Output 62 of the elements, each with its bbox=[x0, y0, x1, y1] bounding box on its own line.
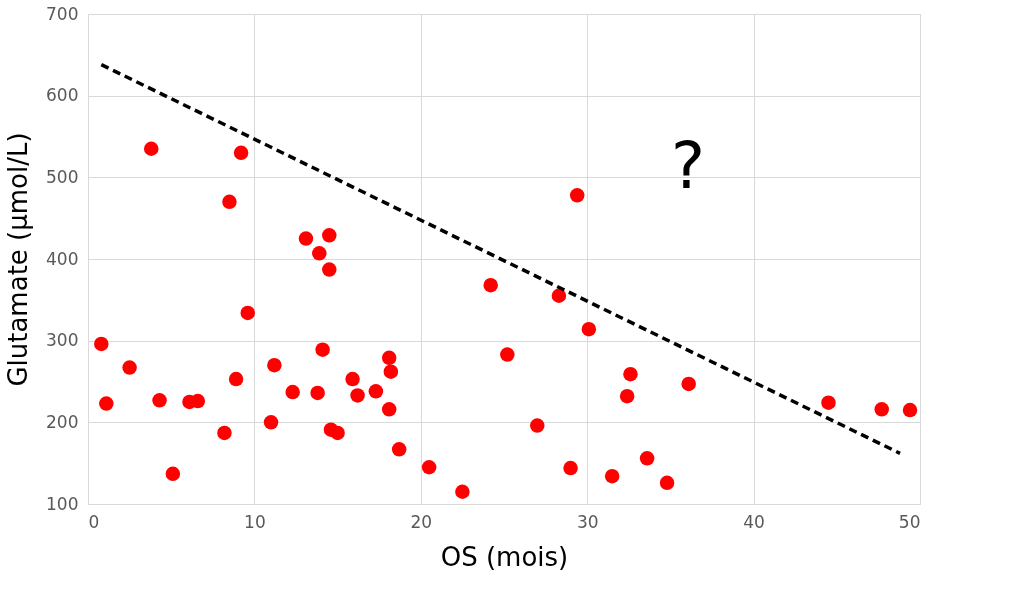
point bbox=[240, 305, 255, 321]
point bbox=[165, 466, 181, 482]
y-tick-label: 300 bbox=[46, 330, 79, 351]
point bbox=[228, 371, 244, 387]
point bbox=[639, 451, 655, 466]
y-axis-title: Glutamate (µmol/L) bbox=[3, 132, 34, 387]
point bbox=[581, 322, 597, 337]
point bbox=[619, 388, 635, 404]
point bbox=[551, 288, 567, 303]
point bbox=[659, 475, 675, 490]
annotation: ? bbox=[671, 129, 705, 203]
point bbox=[322, 228, 337, 243]
point bbox=[350, 388, 365, 403]
point bbox=[383, 364, 399, 379]
point bbox=[122, 360, 137, 375]
point bbox=[298, 231, 314, 246]
point bbox=[623, 366, 638, 382]
point bbox=[99, 396, 114, 411]
point bbox=[455, 484, 470, 499]
point bbox=[267, 357, 282, 373]
point bbox=[152, 393, 167, 408]
point bbox=[874, 402, 889, 417]
x-tick-label: 20 bbox=[410, 511, 433, 532]
point bbox=[902, 402, 918, 418]
point bbox=[285, 384, 300, 400]
y-tick-label: 700 bbox=[46, 3, 79, 24]
point bbox=[500, 347, 515, 362]
point bbox=[421, 460, 437, 475]
point bbox=[381, 402, 397, 417]
point bbox=[569, 188, 585, 203]
x-tick-label: 0 bbox=[88, 511, 100, 532]
point bbox=[381, 350, 397, 366]
x-tick-label: 30 bbox=[576, 511, 599, 532]
point bbox=[322, 262, 337, 277]
y-tick-label: 100 bbox=[46, 493, 79, 514]
point bbox=[222, 194, 237, 210]
y-tick-label: 600 bbox=[46, 85, 79, 106]
x-tick-label: 10 bbox=[244, 511, 266, 532]
point bbox=[330, 425, 345, 441]
point bbox=[483, 277, 498, 293]
point bbox=[368, 384, 384, 399]
point bbox=[604, 469, 620, 484]
point bbox=[310, 385, 325, 401]
point bbox=[681, 376, 696, 392]
point bbox=[233, 145, 249, 161]
x-tick-label: 50 bbox=[898, 511, 921, 532]
point bbox=[312, 246, 327, 261]
point bbox=[315, 342, 330, 357]
point bbox=[391, 442, 407, 457]
point bbox=[821, 395, 836, 410]
point bbox=[94, 336, 109, 352]
y-tick-label: 200 bbox=[46, 411, 79, 432]
x-axis-title: OS (mois) bbox=[440, 541, 569, 572]
point bbox=[143, 141, 159, 156]
x-tick-label: 40 bbox=[743, 511, 765, 532]
point bbox=[217, 425, 232, 441]
point bbox=[263, 415, 279, 430]
y-tick-label: 500 bbox=[46, 166, 79, 187]
point bbox=[530, 418, 545, 433]
point bbox=[563, 460, 578, 476]
point bbox=[345, 371, 360, 387]
y-tick-label: 400 bbox=[46, 248, 79, 269]
